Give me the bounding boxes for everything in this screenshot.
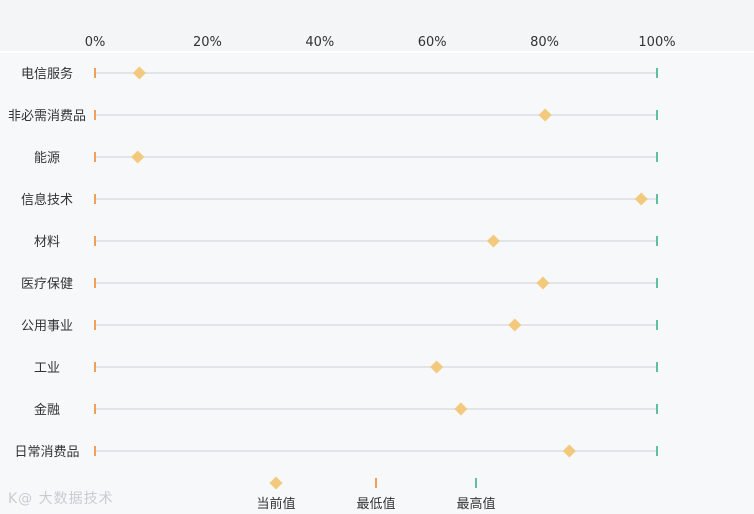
- category-label: 材料: [34, 235, 60, 250]
- category-label: 非必需消费品: [8, 109, 86, 124]
- category-row: 医疗保健: [21, 276, 658, 292]
- current-value-marker[interactable]: [131, 150, 145, 164]
- category-row: 材料: [34, 234, 658, 250]
- x-tick-label: 20%: [193, 35, 222, 50]
- category-row: 日常消费品: [14, 444, 658, 460]
- legend-diamond-icon: [269, 476, 283, 490]
- category-label: 信息技术: [21, 192, 73, 208]
- category-label: 医疗保健: [21, 277, 73, 292]
- category-label: 工业: [34, 361, 60, 376]
- category-row: 能源: [34, 150, 658, 166]
- legend-label: 最高值: [456, 496, 495, 512]
- category-row: 信息技术: [21, 192, 658, 208]
- category-label: 电信服务: [21, 66, 73, 82]
- category-row: 电信服务: [21, 66, 658, 82]
- legend-label: 最低值: [356, 496, 395, 512]
- watermark: K@ 大数据技术: [8, 491, 114, 507]
- category-label: 日常消费品: [14, 445, 79, 460]
- current-value-marker[interactable]: [508, 318, 522, 332]
- category-label: 能源: [34, 151, 60, 166]
- current-value-marker[interactable]: [454, 402, 468, 416]
- current-value-marker[interactable]: [486, 234, 500, 248]
- x-axis-ticks: 0% 20% 40% 60% 80% 100%: [85, 35, 676, 50]
- x-tick-label: 80%: [530, 35, 559, 50]
- legend[interactable]: 当前值 最低值 最高值: [256, 476, 496, 513]
- category-row: 非必需消费品: [8, 108, 658, 124]
- x-tick-label: 60%: [418, 35, 447, 50]
- x-tick-label: 40%: [305, 35, 334, 50]
- legend-item[interactable]: 最低值: [356, 478, 396, 512]
- current-value-marker[interactable]: [132, 66, 146, 80]
- category-row: 工业: [34, 360, 658, 376]
- current-value-marker[interactable]: [562, 444, 576, 458]
- current-value-marker[interactable]: [538, 108, 552, 122]
- legend-label: 当前值: [256, 496, 295, 512]
- current-value-marker[interactable]: [430, 360, 444, 374]
- x-tick-label: 0%: [85, 35, 106, 50]
- current-value-marker[interactable]: [536, 276, 550, 290]
- category-label: 金融: [34, 402, 60, 418]
- category-label: 公用事业: [21, 319, 73, 334]
- legend-item[interactable]: 当前值: [256, 476, 296, 513]
- top-band: [0, 0, 754, 52]
- legend-item[interactable]: 最高值: [456, 478, 496, 512]
- x-tick-label: 100%: [638, 35, 675, 50]
- category-row: 金融: [34, 402, 658, 418]
- current-value-marker[interactable]: [634, 192, 648, 206]
- category-row: 公用事业: [21, 318, 658, 334]
